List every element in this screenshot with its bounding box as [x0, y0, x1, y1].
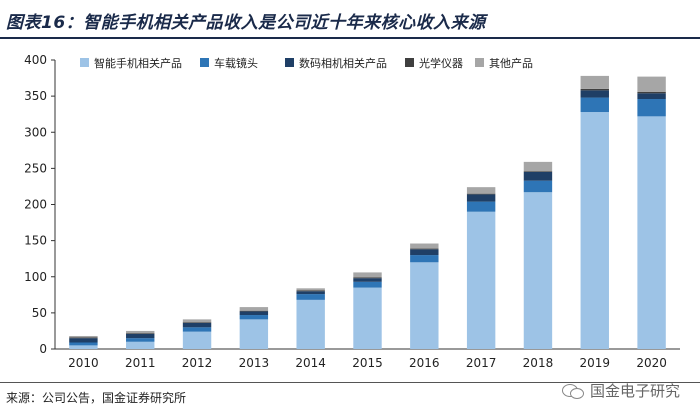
y-tick-label: 400	[24, 53, 47, 67]
bar-segment-2017-s2	[467, 194, 495, 201]
x-tick-label: 2020	[636, 356, 667, 370]
y-tick-label: 50	[32, 306, 47, 320]
bar-segment-2013-s3	[240, 311, 268, 312]
bar-segment-2010-s3	[69, 337, 97, 338]
legend-label: 车载镜头	[214, 56, 258, 70]
bar-segment-2012-s3	[183, 322, 211, 323]
bar-segment-2017-s3	[467, 194, 495, 195]
bar-segment-2020-s1	[637, 99, 665, 116]
bar-segment-2010-s1	[69, 342, 97, 345]
bar-segment-2015-s3	[353, 277, 381, 278]
bar-segment-2014-s1	[296, 294, 324, 300]
x-tick-label: 2013	[239, 356, 270, 370]
bar-segment-2017-s1	[467, 202, 495, 212]
bar-segment-2016-s1	[410, 255, 438, 262]
bar-segment-2015-s2	[353, 278, 381, 282]
bar-segment-2013-s0	[240, 319, 268, 349]
bar-segment-2013-s1	[240, 315, 268, 319]
y-tick-label: 250	[24, 161, 47, 175]
x-tick-label: 2012	[182, 356, 213, 370]
bar-segment-2016-s4	[410, 244, 438, 249]
bar-segment-2012-s4	[183, 319, 211, 322]
bar-segment-2011-s4	[126, 331, 154, 333]
bar-segment-2011-s1	[126, 338, 154, 342]
chart-legend: 智能手机相关产品 车载镜头 数码相机相关产品 光学仪器 其他产品	[80, 56, 533, 70]
x-tick-label: 2010	[68, 356, 99, 370]
y-tick-label: 150	[24, 234, 47, 248]
bar-segment-2019-s0	[581, 112, 609, 349]
bar-segment-2013-s4	[240, 307, 268, 311]
bar-segment-2011-s0	[126, 342, 154, 349]
bar-segment-2015-s4	[353, 272, 381, 277]
bar-segment-2018-s2	[524, 172, 552, 181]
x-tick-label: 2017	[466, 356, 497, 370]
figure-title: 图表16：智能手机相关产品收入是公司近十年来核心收入来源	[6, 8, 486, 33]
bar-segment-2012-s0	[183, 332, 211, 349]
legend-swatch	[200, 58, 209, 67]
bar-segment-2010-s2	[69, 338, 97, 342]
legend-swatch	[405, 58, 414, 67]
legend-swatch	[80, 58, 89, 67]
bar-segment-2010-s4	[69, 336, 97, 337]
watermark: 国金电子研究	[562, 380, 680, 401]
chart-bars	[69, 76, 666, 349]
bar-segment-2011-s3	[126, 333, 154, 334]
legend-label: 智能手机相关产品	[94, 56, 182, 70]
bar-segment-2016-s0	[410, 262, 438, 349]
bar-segment-2018-s3	[524, 171, 552, 172]
bar-segment-2018-s0	[524, 192, 552, 349]
legend-swatch	[475, 58, 484, 67]
bar-segment-2017-s0	[467, 212, 495, 349]
legend-swatch	[285, 58, 294, 67]
bar-segment-2010-s0	[69, 345, 97, 349]
bar-segment-2014-s3	[296, 290, 324, 291]
bar-segment-2020-s0	[637, 116, 665, 349]
x-tick-label: 2015	[352, 356, 383, 370]
watermark-text: 国金电子研究	[590, 380, 680, 401]
bar-segment-2016-s3	[410, 249, 438, 250]
y-tick-label: 300	[24, 125, 47, 139]
x-tick-label: 2011	[125, 356, 156, 370]
bar-segment-2011-s2	[126, 334, 154, 338]
y-tick-label: 100	[24, 270, 47, 284]
stacked-bar-chart: 智能手机相关产品 车载镜头 数码相机相关产品 光学仪器 其他产品 0 50 100 150 20…	[0, 42, 700, 382]
bar-segment-2019-s2	[581, 90, 609, 97]
legend-label: 光学仪器	[419, 56, 463, 70]
bar-segment-2018-s1	[524, 181, 552, 193]
x-tick-label: 2018	[523, 356, 554, 370]
bar-segment-2019-s4	[581, 76, 609, 89]
bar-segment-2020-s3	[637, 92, 665, 93]
bar-segment-2020-s2	[637, 93, 665, 99]
bar-segment-2014-s2	[296, 291, 324, 294]
y-tick-label: 0	[39, 342, 47, 356]
bar-segment-2014-s4	[296, 288, 324, 290]
bar-segment-2012-s2	[183, 323, 211, 327]
source-note: 来源：公司公告，国金证券研究所	[6, 389, 186, 406]
x-tick-label: 2014	[295, 356, 326, 370]
y-tick-label: 350	[24, 89, 47, 103]
bar-segment-2018-s4	[524, 162, 552, 171]
bar-segment-2017-s4	[467, 187, 495, 194]
legend-label: 数码相机相关产品	[299, 56, 387, 70]
y-tick-label: 200	[24, 198, 47, 212]
bar-segment-2020-s4	[637, 77, 665, 92]
bar-segment-2019-s3	[581, 89, 609, 90]
bar-segment-2015-s0	[353, 288, 381, 349]
bar-segment-2019-s1	[581, 98, 609, 112]
x-tick-label: 2019	[579, 356, 610, 370]
wechat-icon	[562, 382, 584, 400]
bar-segment-2012-s1	[183, 327, 211, 331]
legend-label: 其他产品	[489, 56, 533, 70]
x-tick-label: 2016	[409, 356, 440, 370]
bar-segment-2013-s2	[240, 311, 268, 315]
bar-segment-2014-s0	[296, 300, 324, 349]
title-divider	[0, 37, 700, 39]
header: 图表16：智能手机相关产品收入是公司近十年来核心收入来源	[0, 0, 700, 40]
bar-segment-2016-s2	[410, 249, 438, 255]
bar-segment-2015-s1	[353, 282, 381, 288]
